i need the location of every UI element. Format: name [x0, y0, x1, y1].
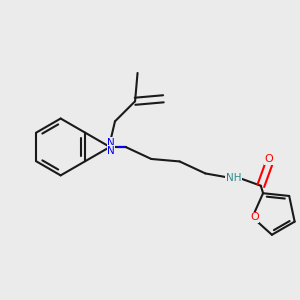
Text: NH: NH — [226, 173, 241, 183]
Text: O: O — [265, 154, 274, 164]
Text: N: N — [107, 146, 115, 156]
Text: O: O — [250, 212, 259, 222]
Text: N: N — [107, 138, 115, 148]
